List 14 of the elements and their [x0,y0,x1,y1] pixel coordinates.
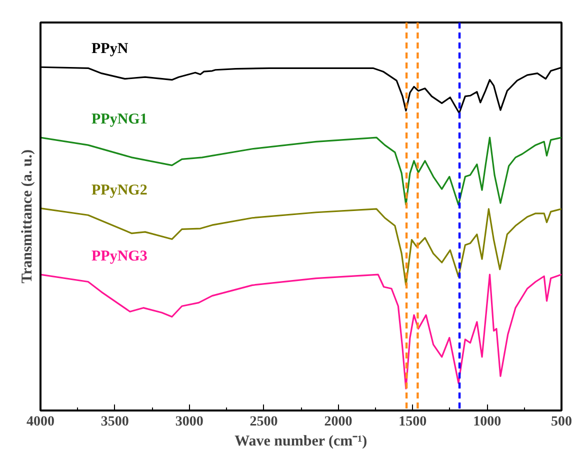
x-tick-label: 1500 [398,414,427,430]
x-tick-label: 2000 [324,414,352,430]
series-label: PPyNG2 [92,182,148,198]
x-tick-label: 500 [551,414,572,430]
x-tick-label: 1000 [473,414,502,430]
series-label: PPyNG3 [92,248,148,265]
x-tick-label: 3000 [175,414,204,430]
x-tick-label: 3500 [100,414,129,430]
series-label: PPyNG1 [92,112,148,128]
x-axis-title: Wave number (cm⁻¹) [234,434,368,450]
x-tick-label: 2500 [250,414,278,430]
series-label: PPyN [92,41,128,58]
y-axis-title: Transmittance (a. u.) [20,150,36,284]
x-tick-label: 4000 [26,414,54,430]
